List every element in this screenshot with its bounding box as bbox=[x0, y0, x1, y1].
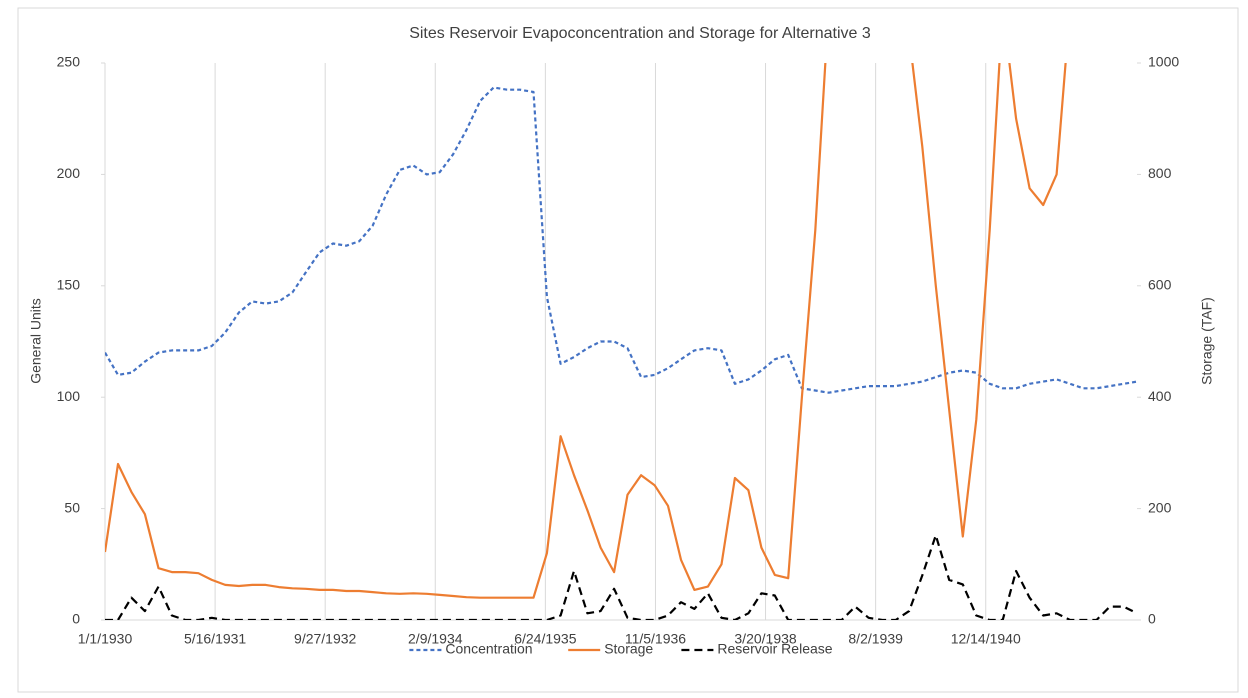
legend-label: Concentration bbox=[445, 641, 532, 657]
y2-tick-label: 0 bbox=[1148, 611, 1156, 627]
y-tick-label: 50 bbox=[64, 499, 80, 515]
y-tick-label: 100 bbox=[57, 388, 81, 404]
y2-tick-label: 800 bbox=[1148, 165, 1172, 181]
legend-label: Reservoir Release bbox=[717, 641, 832, 657]
series-line bbox=[105, 86, 1137, 394]
chart-title: Sites Reservoir Evapoconcentration and S… bbox=[409, 25, 871, 42]
x-tick-label: 1/1/1930 bbox=[78, 631, 133, 647]
series-line bbox=[105, 63, 1067, 599]
y-tick-label: 250 bbox=[57, 54, 81, 70]
y2-tick-label: 400 bbox=[1148, 388, 1172, 404]
y-axis-label: General Units bbox=[28, 298, 44, 384]
x-tick-label: 9/27/1932 bbox=[294, 631, 356, 647]
y2-tick-label: 1000 bbox=[1148, 54, 1179, 70]
y2-tick-label: 200 bbox=[1148, 499, 1172, 515]
y-tick-label: 0 bbox=[72, 611, 80, 627]
x-tick-label: 11/5/1936 bbox=[625, 631, 686, 647]
y2-tick-label: 600 bbox=[1148, 277, 1172, 293]
x-tick-label: 3/20/1938 bbox=[734, 631, 796, 647]
x-tick-label: 2/9/1934 bbox=[408, 631, 463, 647]
y-tick-label: 150 bbox=[57, 277, 81, 293]
x-tick-label: 12/14/1940 bbox=[951, 631, 1021, 647]
x-tick-label: 5/16/1931 bbox=[184, 631, 246, 647]
legend-label: Storage bbox=[604, 641, 653, 657]
y2-axis-label: Storage (TAF) bbox=[1199, 297, 1215, 385]
y-tick-label: 200 bbox=[57, 165, 81, 181]
plot bbox=[105, 63, 1137, 620]
x-tick-label: 8/2/1939 bbox=[848, 631, 903, 647]
series-line bbox=[105, 534, 1137, 620]
grid bbox=[101, 62, 1141, 621]
x-tick-label: 6/24/1935 bbox=[514, 631, 576, 647]
